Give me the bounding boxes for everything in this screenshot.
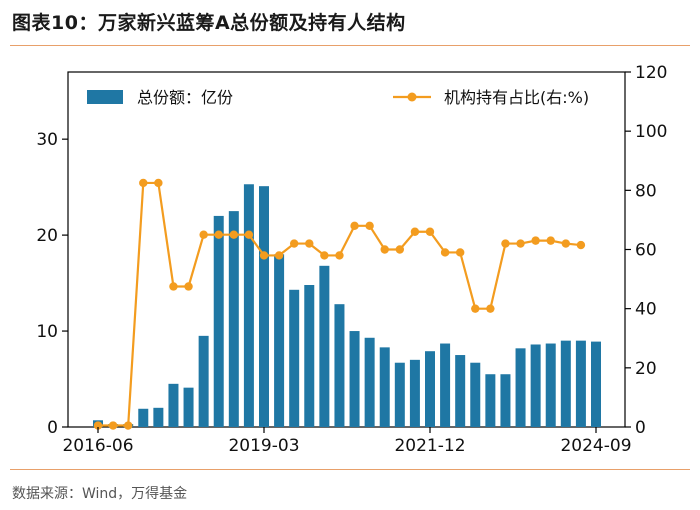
line-point-19 bbox=[380, 245, 389, 254]
bar-4 bbox=[153, 407, 164, 427]
axes: 0 10 20 30 0 20 40 60 80 100 120 2016-06 2019-03 2021… bbox=[36, 63, 667, 456]
bar-31 bbox=[560, 340, 571, 427]
right-tick-label-20: 20 bbox=[635, 359, 657, 379]
source-note: 数据来源：Wind，万得基金 bbox=[12, 486, 188, 502]
bar-32 bbox=[575, 340, 586, 427]
line-point-17 bbox=[350, 221, 359, 231]
bar-3 bbox=[138, 408, 149, 427]
line-point-23 bbox=[440, 248, 450, 257]
bar-26 bbox=[485, 374, 496, 427]
bar-17 bbox=[349, 331, 360, 427]
right-tick-label-100: 100 bbox=[635, 122, 667, 142]
line-point-32 bbox=[576, 240, 586, 250]
bar-25 bbox=[470, 362, 481, 427]
bar-18 bbox=[364, 337, 375, 427]
line-point-12 bbox=[274, 251, 284, 260]
line-point-26 bbox=[486, 304, 495, 313]
legend-line-label: 机构持有占比(右:%) bbox=[444, 88, 589, 107]
line-point-21 bbox=[410, 227, 420, 236]
bar-30 bbox=[545, 343, 556, 427]
left-tick-label-30: 30 bbox=[36, 130, 58, 150]
line-point-14 bbox=[305, 239, 314, 248]
line-point-18 bbox=[365, 221, 374, 231]
plot-frame bbox=[67, 71, 626, 428]
bar-10 bbox=[243, 184, 254, 427]
line-point-7 bbox=[199, 230, 208, 239]
legend: 总份额：亿份 机构持有占比(右:%) bbox=[87, 88, 589, 107]
line-point-28 bbox=[516, 239, 525, 248]
left-tick-label-0: 0 bbox=[47, 418, 58, 438]
line-point-9 bbox=[229, 230, 239, 239]
bar-11 bbox=[259, 186, 269, 427]
right-tick-label-60: 60 bbox=[635, 241, 657, 261]
bar-8 bbox=[213, 215, 224, 427]
bar-24 bbox=[455, 355, 466, 427]
legend-bar-swatch bbox=[87, 90, 123, 104]
bar-13 bbox=[289, 289, 300, 427]
bar-7 bbox=[198, 335, 209, 427]
right-tick-label-0: 0 bbox=[635, 418, 646, 438]
line-point-8 bbox=[214, 230, 223, 239]
bar-19 bbox=[379, 347, 390, 427]
bar-21 bbox=[409, 359, 420, 427]
right-tick-label-120: 120 bbox=[635, 63, 667, 83]
left-tick-label-10: 10 bbox=[36, 322, 58, 342]
bar-33 bbox=[591, 341, 601, 427]
legend-line-marker bbox=[407, 92, 417, 102]
line-point-30 bbox=[546, 236, 555, 245]
x-tick-label-1: 2019-03 bbox=[228, 436, 299, 456]
bar-16 bbox=[334, 304, 345, 427]
line-series bbox=[93, 178, 586, 430]
line-point-1 bbox=[108, 421, 118, 430]
line-point-13 bbox=[289, 239, 299, 248]
bar-23 bbox=[440, 343, 451, 427]
bottom-divider bbox=[10, 469, 690, 470]
line-point-3 bbox=[139, 178, 148, 188]
line-point-29 bbox=[531, 236, 540, 245]
bar-28 bbox=[515, 348, 526, 427]
x-tick-label-3: 2024-09 bbox=[560, 436, 631, 456]
line-point-22 bbox=[425, 227, 435, 236]
bar-series bbox=[93, 184, 601, 427]
line-point-20 bbox=[395, 245, 405, 254]
bar-5 bbox=[168, 383, 179, 427]
bar-9 bbox=[228, 211, 239, 427]
line-point-15 bbox=[320, 251, 329, 260]
figure-title: 图表10：万家新兴蓝筹A总份额及持有人结构 bbox=[12, 12, 406, 34]
line-point-6 bbox=[184, 282, 193, 291]
left-tick-label-20: 20 bbox=[36, 226, 58, 246]
line-point-5 bbox=[169, 282, 178, 291]
x-tick-label-0: 2016-06 bbox=[62, 436, 133, 456]
line-point-27 bbox=[501, 239, 510, 248]
right-tick-label-40: 40 bbox=[635, 300, 657, 320]
bar-29 bbox=[530, 344, 541, 427]
top-divider bbox=[10, 45, 690, 46]
line-point-31 bbox=[561, 239, 571, 248]
right-tick-label-80: 80 bbox=[635, 181, 657, 201]
line-point-4 bbox=[154, 178, 163, 188]
bar-27 bbox=[500, 374, 511, 427]
bar-14 bbox=[304, 285, 315, 427]
bar-20 bbox=[394, 362, 405, 427]
line-point-11 bbox=[259, 251, 269, 260]
line-point-2 bbox=[123, 421, 133, 430]
legend-bar-label: 总份额：亿份 bbox=[137, 88, 233, 107]
bar-15 bbox=[319, 265, 330, 427]
line-point-0 bbox=[93, 421, 103, 430]
bar-6 bbox=[183, 387, 194, 427]
line-point-16 bbox=[335, 251, 344, 260]
bar-12 bbox=[274, 254, 285, 427]
bar-22 bbox=[425, 351, 435, 427]
line-point-10 bbox=[244, 230, 254, 239]
line-point-25 bbox=[471, 304, 480, 313]
line-point-24 bbox=[455, 248, 465, 257]
x-tick-label-2: 2021-12 bbox=[394, 436, 465, 456]
